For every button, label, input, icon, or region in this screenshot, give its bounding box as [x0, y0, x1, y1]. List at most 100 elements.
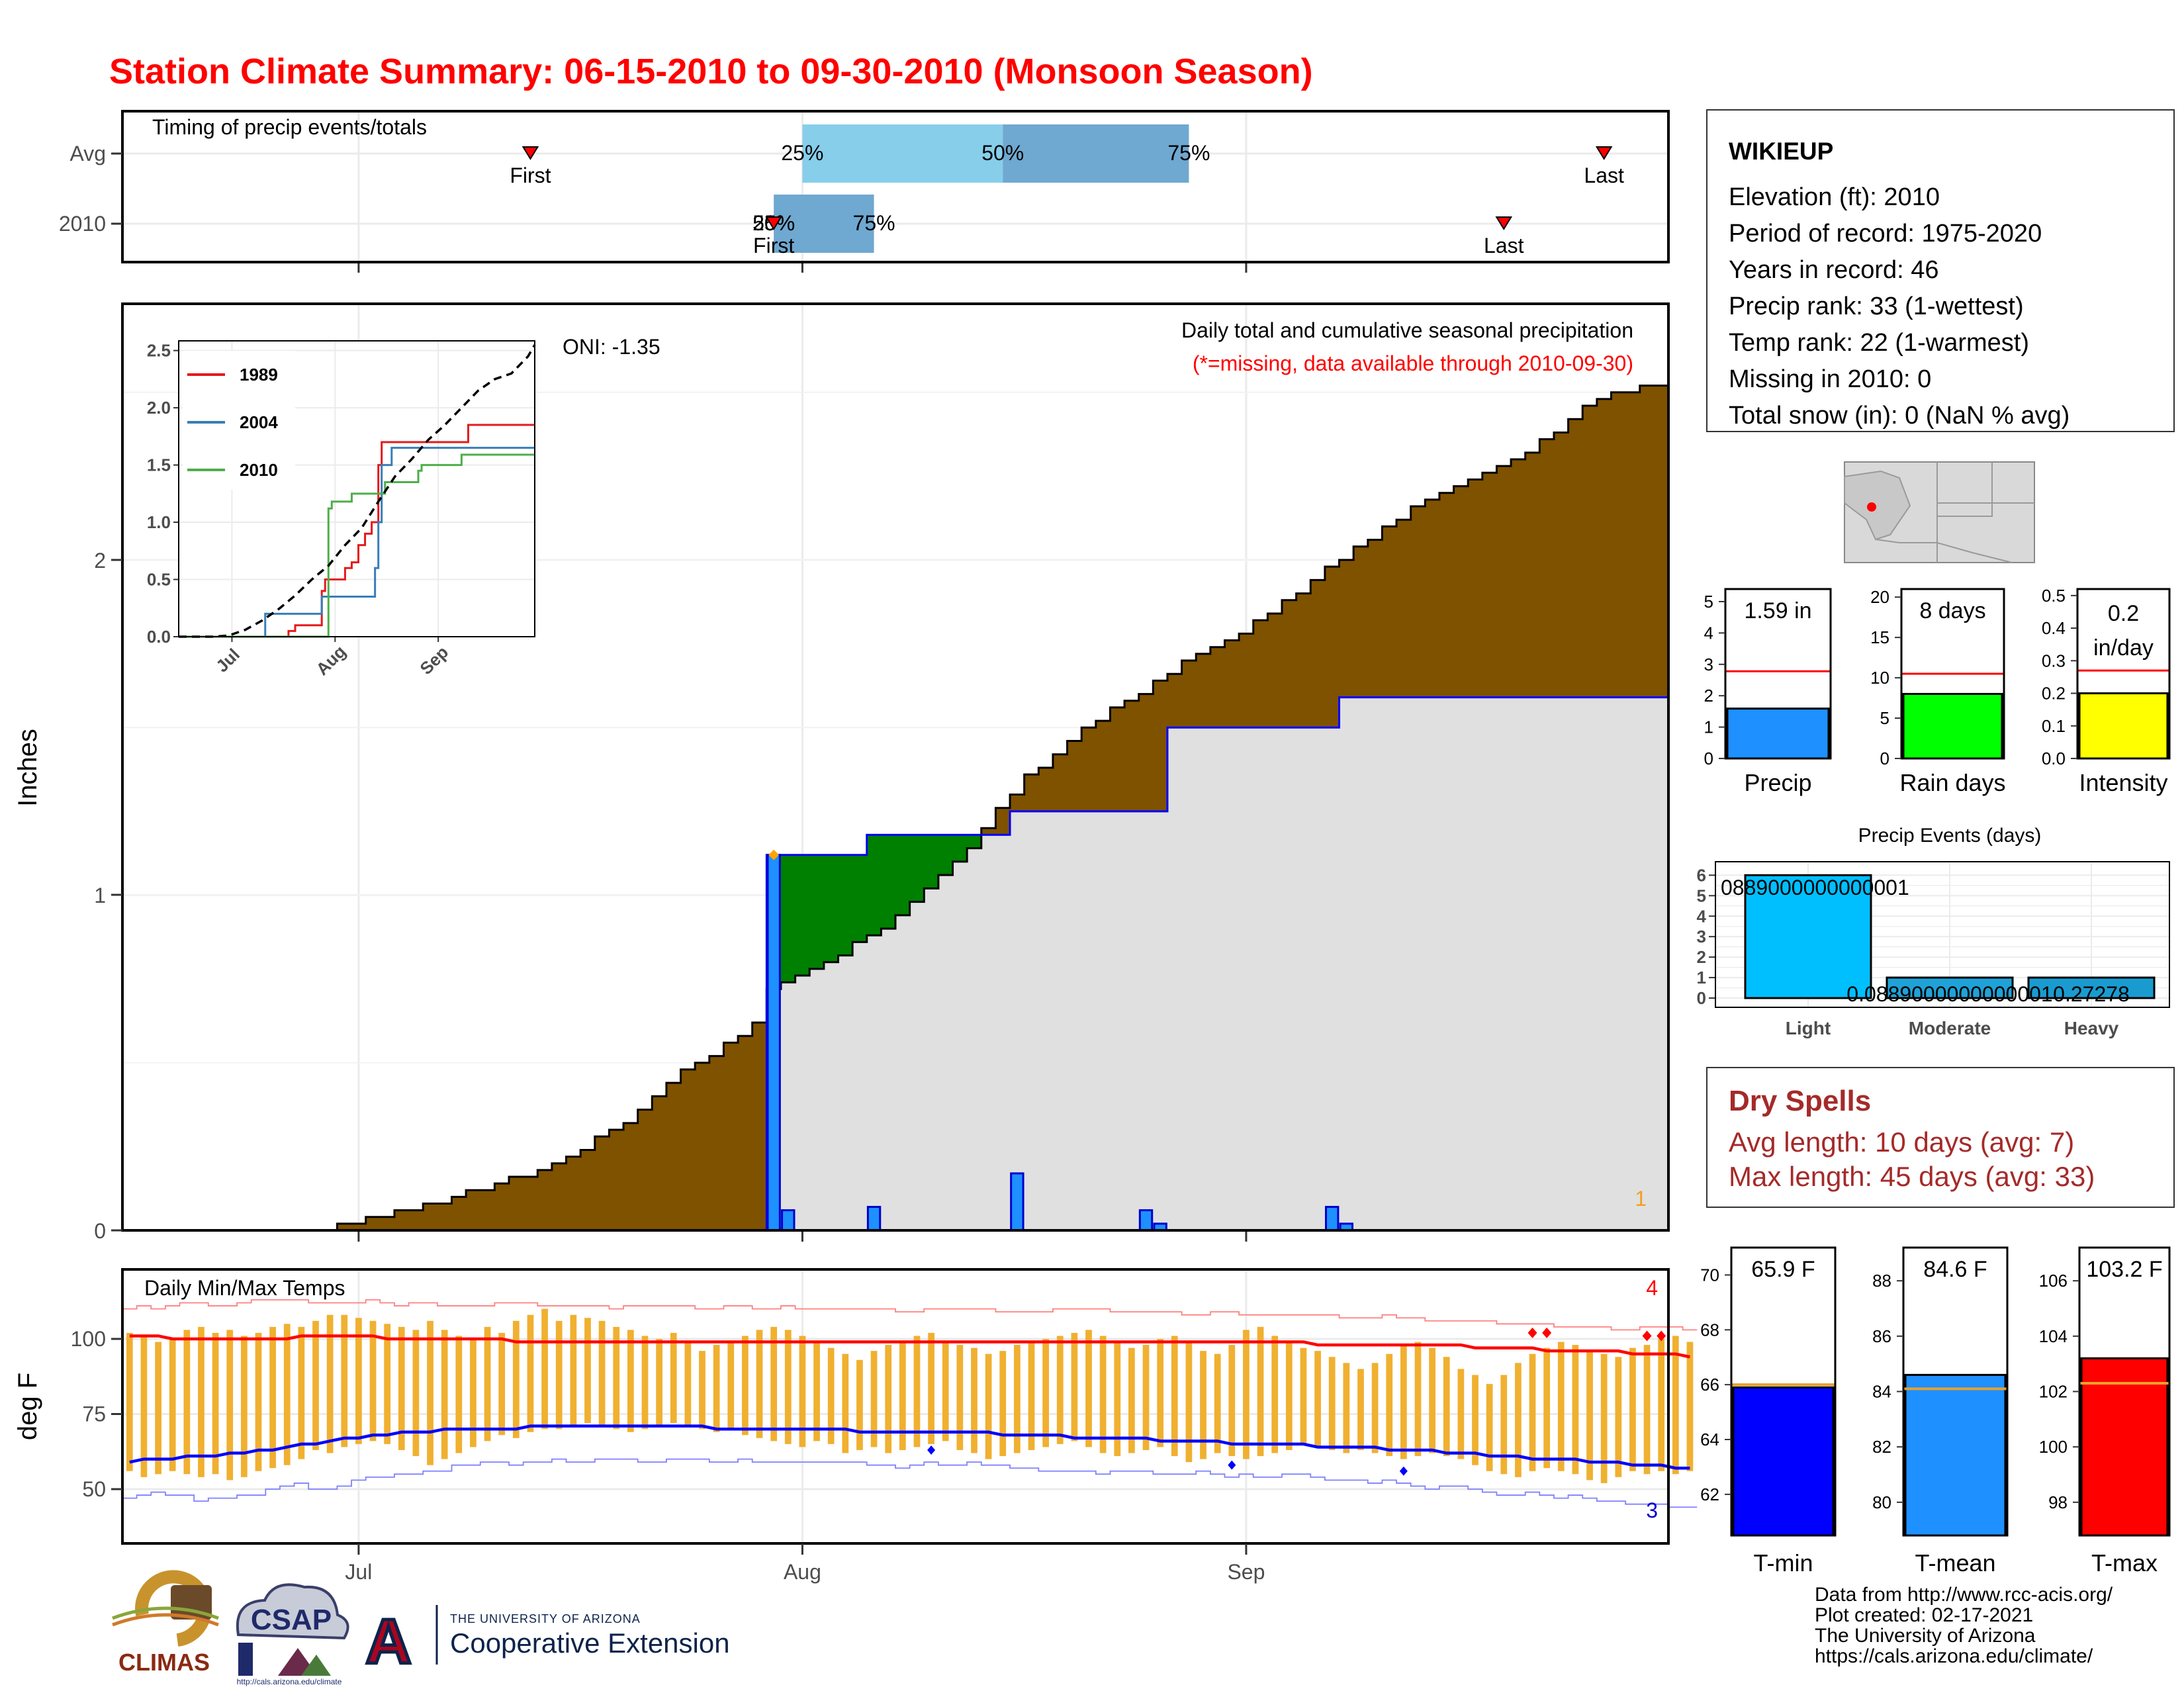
temp-range-bar — [341, 1314, 348, 1447]
small-chart-ytick-label: 64 — [1700, 1430, 1719, 1449]
events-category-label: Heavy — [2064, 1018, 2119, 1038]
small-chart-value-label: 103.2 F — [2086, 1257, 2162, 1282]
small-chart-precip-total: 0 1 2 3 4 5 1.59 in Precip — [1704, 588, 1832, 796]
station-name: WIKIEUP — [1729, 138, 1834, 165]
events-bar-heavy — [2027, 976, 2156, 999]
temp-range-bar — [713, 1345, 720, 1432]
small-chart-value-label: 65.9 F — [1751, 1257, 1815, 1282]
small-chart-rain-days: 0 5 10 15 20 8 days Rain days — [1870, 587, 2005, 796]
temp-range-bar — [298, 1326, 305, 1459]
footer-data-source: Data from http://www.rcc-acis.org/ — [1815, 1584, 2113, 1606]
temp-range-bar — [484, 1326, 491, 1441]
temp-range-bar — [1500, 1375, 1508, 1475]
small-chart-ytick-label: 86 — [1872, 1326, 1891, 1346]
temp-range-bar — [1400, 1345, 1407, 1459]
temp-range-bar — [1629, 1348, 1636, 1471]
temp-range-bar — [656, 1339, 662, 1426]
daily-precip-bar — [1138, 1209, 1154, 1232]
small-chart-ytick-label: 4 — [1704, 623, 1713, 643]
events-bar-light — [1744, 874, 1872, 999]
temp-range-bar — [326, 1314, 334, 1453]
small-chart-value-label: 8 days — [1919, 598, 1985, 623]
inset-ytick-label: 1.5 — [147, 455, 171, 475]
temp-range-bar — [1486, 1384, 1493, 1471]
small-chart-ytick-label: 62 — [1700, 1485, 1719, 1504]
small-chart-intensity: 0.0 0.1 0.2 0.3 0.4 0.5 0.2 in/day Intensity — [2042, 586, 2171, 796]
small-chart-bar — [1732, 1386, 1835, 1537]
station-elevation: Elevation (ft): 2010 — [1729, 183, 1940, 211]
station-period: Period of record: 1975-2020 — [1729, 220, 2042, 248]
temp-range-bar — [1257, 1326, 1264, 1457]
timing-first-label: First — [753, 234, 794, 257]
temp-range-bar — [169, 1339, 176, 1471]
small-chart-ytick-label: 5 — [1880, 708, 1889, 728]
temp-range-bar — [1085, 1330, 1092, 1447]
timing-first-label: First — [510, 163, 551, 187]
small-chart-ytick-label: 20 — [1870, 587, 1889, 607]
timing-last-label: Last — [1584, 163, 1624, 187]
inset-ytick-label: 2.0 — [147, 398, 171, 418]
temp-range-bar — [1443, 1357, 1450, 1457]
temp-range-bar — [355, 1318, 362, 1444]
csap-logo-text: CSAP — [251, 1604, 332, 1636]
temp-range-bar — [427, 1320, 433, 1465]
temp-ylabel: deg F — [13, 1373, 42, 1440]
temp-range-bar — [527, 1314, 534, 1432]
temp-range-bar — [856, 1359, 863, 1450]
small-chart-ytick-label: 104 — [2039, 1326, 2068, 1346]
temp-range-bar — [999, 1351, 1007, 1457]
dry-spells-box: Dry Spells Avg length: 10 days (avg: 7) … — [1706, 1067, 2175, 1208]
temp-range-bar — [641, 1336, 649, 1430]
small-chart-value-unit: in/day — [2093, 635, 2154, 661]
footer-credits: Data from http://www.rcc-acis.org/ Plot … — [1815, 1584, 2113, 1667]
events-ytick-label: 1 — [1697, 968, 1706, 987]
temp-range-bar — [870, 1351, 878, 1447]
timing-last-marker — [1495, 216, 1513, 230]
temp-range-bar — [942, 1342, 949, 1441]
daily-precip-bar — [1010, 1172, 1024, 1232]
tmin-record-marker — [1228, 1460, 1236, 1470]
daily-precip-bar — [1325, 1206, 1340, 1232]
small-chart-tmean-avg: 80 82 84 86 88 84.6 F T-mean — [1872, 1246, 2009, 1577]
temp-range-bar — [598, 1320, 606, 1426]
dry-spells-max: Max length: 45 days (avg: 33) — [1729, 1161, 2095, 1192]
inset-ytick-label: 0.0 — [147, 627, 171, 647]
temp-range-bar — [1357, 1369, 1364, 1450]
small-chart-border — [1724, 588, 1832, 760]
timing-bar-25-50 — [802, 124, 1003, 183]
small-chart-ytick-label: 102 — [2039, 1382, 2068, 1402]
temp-range-bar — [770, 1326, 778, 1441]
temp-range-bar — [699, 1351, 705, 1430]
daily-record-marker — [768, 849, 780, 860]
small-chart-ytick-label: 15 — [1870, 627, 1889, 647]
small-chart-ytick-label: 70 — [1700, 1265, 1719, 1285]
inset-line-1989 — [179, 424, 535, 638]
small-chart-border — [1900, 588, 2005, 760]
timing-pct-label: 25% — [781, 141, 823, 165]
inset-legend: 1989 2004 2010 — [183, 351, 295, 490]
temp-range-bar — [1071, 1332, 1078, 1441]
temp-range-bar — [1686, 1342, 1694, 1471]
dry-spells-title: Dry Spells — [1729, 1085, 1872, 1117]
inset-legend-label: 1989 — [240, 365, 278, 385]
small-chart-ytick-label: 10 — [1870, 668, 1889, 688]
footer-plot-created: Plot created: 02-17-2021 — [1815, 1604, 2034, 1626]
temp-range-bar — [183, 1330, 191, 1475]
climas-logo-text: CLIMAS — [118, 1649, 210, 1676]
small-chart-ytick-label: 84 — [1872, 1382, 1891, 1402]
small-chart-ytick-label: 2 — [1704, 686, 1713, 706]
events-category-label: Light — [1786, 1018, 1831, 1038]
temp-corner-bottom: 3 — [1646, 1498, 1658, 1522]
tmax-record-marker — [1642, 1330, 1652, 1342]
small-chart-tmin-avg: 62 64 66 68 70 65.9 F T-min — [1700, 1246, 1837, 1577]
inset-ytick-label: 0.5 — [147, 570, 171, 590]
events-ytick-label: 3 — [1697, 927, 1706, 946]
temp-range-bar — [613, 1326, 620, 1430]
inset-lines — [179, 344, 536, 638]
timing-bar-50-75 — [1003, 124, 1189, 183]
temp-range-bar — [842, 1353, 849, 1453]
small-chart-ytick-label: 100 — [2039, 1437, 2068, 1457]
